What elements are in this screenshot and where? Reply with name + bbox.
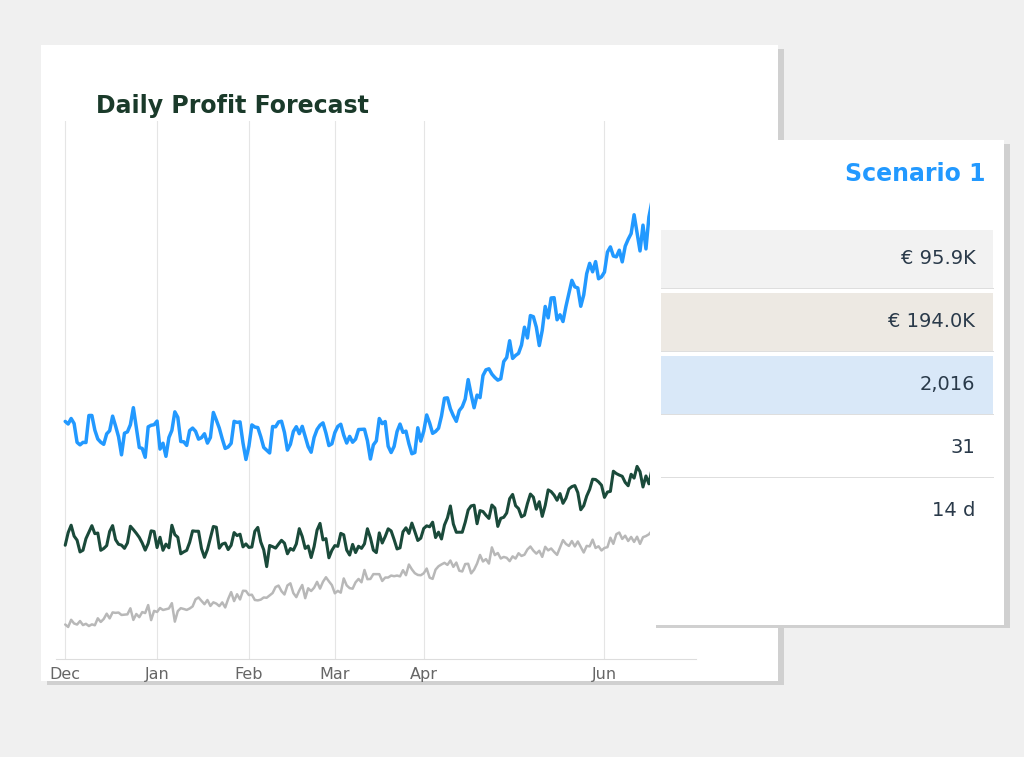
Text: 31: 31 xyxy=(950,438,975,457)
FancyBboxPatch shape xyxy=(660,481,993,540)
Text: Scenario 1: Scenario 1 xyxy=(177,162,259,177)
FancyBboxPatch shape xyxy=(660,229,993,288)
Text: Scenario 2: Scenario 2 xyxy=(373,162,454,177)
Text: € 194.0K: € 194.0K xyxy=(889,312,975,332)
Text: 2,016: 2,016 xyxy=(920,375,975,394)
FancyBboxPatch shape xyxy=(660,293,993,350)
Text: Scenario 1: Scenario 1 xyxy=(846,162,986,186)
Text: Scenario 3: Scenario 3 xyxy=(568,162,649,177)
Text: Daily Profit Forecast: Daily Profit Forecast xyxy=(96,94,369,118)
FancyBboxPatch shape xyxy=(660,419,993,477)
Text: € 95.9K: € 95.9K xyxy=(900,249,975,268)
Text: 14 d: 14 d xyxy=(932,501,975,520)
FancyBboxPatch shape xyxy=(660,356,993,414)
